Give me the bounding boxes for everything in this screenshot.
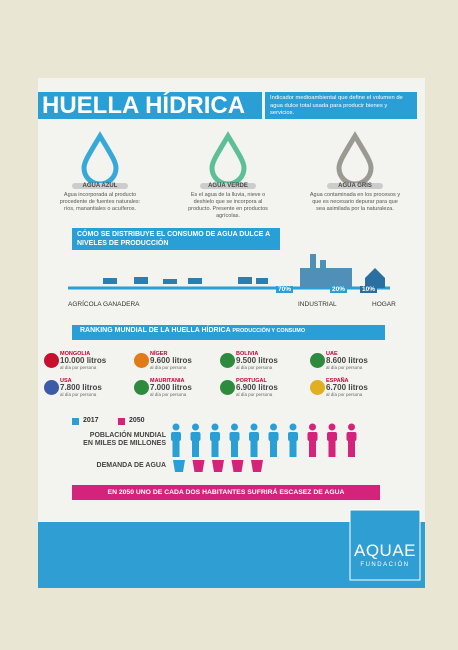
person-body <box>327 432 337 441</box>
country-unit: al día por persona <box>60 392 96 397</box>
country-amount: 8.600 litros <box>326 357 368 365</box>
legend-2017 <box>72 418 79 425</box>
bucket <box>193 460 205 472</box>
country-amount: 6.900 litros <box>236 384 278 392</box>
country-amount: 6.700 litros <box>326 384 368 392</box>
person-head <box>309 424 316 431</box>
person-head <box>348 424 355 431</box>
person-legs <box>212 440 219 457</box>
country-unit: al día por persona <box>326 365 362 370</box>
drop-blue <box>84 136 116 184</box>
sector-label: INDUSTRIAL <box>298 301 337 308</box>
country-unit: al día por persona <box>326 392 362 397</box>
ranking-subtitle: PRODUCCIÓN Y CONSUMO <box>232 328 305 334</box>
country-amount: 9.500 litros <box>236 357 278 365</box>
animals <box>103 277 268 284</box>
water-type-name: AGUA VERDE <box>200 183 256 189</box>
person-head <box>251 424 258 431</box>
country-amount: 10.000 litros <box>60 357 106 365</box>
person-body <box>269 432 279 441</box>
flag <box>220 353 235 368</box>
person-legs <box>329 440 336 457</box>
country-unit: al día por persona <box>150 392 186 397</box>
legend-2050 <box>118 418 125 425</box>
country-unit: al día por persona <box>150 365 186 370</box>
person-head <box>290 424 297 431</box>
banner: EN 2050 UNO DE CADA DOS HABITANTES SUFRI… <box>72 489 380 496</box>
bucket <box>212 460 224 472</box>
person-body <box>191 432 201 441</box>
buckets <box>173 460 263 472</box>
logo-name: AQUAE <box>350 541 420 561</box>
person-body <box>171 432 181 441</box>
ranking-heading: RANKING MUNDIAL DE LA HUELLA HÍDRICA PRO… <box>80 327 305 334</box>
percent: 70% <box>276 286 293 293</box>
sector-label: HOGAR <box>372 301 396 308</box>
percent: 10% <box>360 286 377 293</box>
drop-grey <box>339 136 371 184</box>
legend-label: 2050 <box>129 417 145 424</box>
person-body <box>288 432 298 441</box>
person-head <box>212 424 219 431</box>
ranking-title: RANKING MUNDIAL DE LA HUELLA HÍDRICA <box>80 327 230 334</box>
person-legs <box>270 440 277 457</box>
flag <box>134 380 149 395</box>
page: HUELLA HÍDRICA Indicador medioambiental … <box>0 0 458 650</box>
person-legs <box>348 440 355 457</box>
water-type-name: AGUA GRIS <box>327 183 383 189</box>
flag <box>44 353 59 368</box>
person-legs <box>173 440 180 457</box>
person-legs <box>309 440 316 457</box>
flag <box>310 380 325 395</box>
person-body <box>308 432 318 441</box>
logo-subtitle: FUNDACIÓN <box>350 562 420 568</box>
water-type-description: Agua incorporada al producto procedente … <box>54 192 146 213</box>
person-head <box>192 424 199 431</box>
people <box>171 424 357 458</box>
bucket <box>232 460 244 472</box>
legend-label: 2017 <box>83 417 99 424</box>
distribution-title: CÓMO SE DISTRIBUYE EL CONSUMO DE AGUA DU… <box>72 228 280 250</box>
flag <box>310 353 325 368</box>
drop-green <box>212 136 244 184</box>
person-legs <box>231 440 238 457</box>
country-unit: al día por persona <box>60 365 96 370</box>
country-amount: 9.600 litros <box>150 357 192 365</box>
person-legs <box>192 440 199 457</box>
bucket <box>173 460 185 472</box>
country-unit: al día por persona <box>236 365 272 370</box>
percent: 20% <box>330 286 347 293</box>
person-body <box>249 432 259 441</box>
country-amount: 7.800 litros <box>60 384 102 392</box>
factory <box>300 254 352 288</box>
flag <box>134 353 149 368</box>
person-head <box>173 424 180 431</box>
demand-label: DEMANDA DE AGUA <box>80 462 166 469</box>
person-body <box>230 432 240 441</box>
water-type-description: Es el agua de la lluvia, nieve o deshiel… <box>182 192 274 220</box>
water-type-name: AGUA AZUL <box>72 183 128 189</box>
person-head <box>231 424 238 431</box>
person-body <box>347 432 357 441</box>
person-body <box>210 432 220 441</box>
person-legs <box>251 440 258 457</box>
flag <box>220 380 235 395</box>
population-label: POBLACIÓN MUNDIAL EN MILES DE MILLONES <box>80 432 166 448</box>
bucket <box>251 460 263 472</box>
person-legs <box>290 440 297 457</box>
person-head <box>270 424 277 431</box>
country-amount: 7.000 litros <box>150 384 192 392</box>
person-head <box>329 424 336 431</box>
water-type-description: Agua contaminada en los procesos y que e… <box>309 192 401 213</box>
sector-label: AGRÍCOLA GANADERA <box>68 301 140 308</box>
house <box>365 268 385 288</box>
flag <box>44 380 59 395</box>
country-unit: al día por persona <box>236 392 272 397</box>
